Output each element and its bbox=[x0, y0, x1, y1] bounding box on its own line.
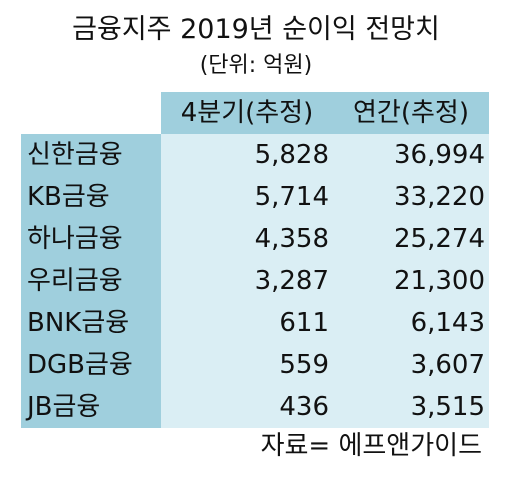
row-label: 하나금융 bbox=[21, 218, 161, 260]
table-header-row: 4분기(추정) 연간(추정) bbox=[21, 92, 489, 134]
row-label: 신한금융 bbox=[21, 134, 161, 176]
table-row: KB금융 5,714 33,220 bbox=[21, 176, 489, 218]
table-body: 신한금융 5,828 36,994 KB금융 5,714 33,220 하나금융 4,358 2… bbox=[21, 134, 489, 428]
annual-value: 25,274 bbox=[333, 218, 489, 260]
q4-value: 3,287 bbox=[161, 260, 333, 302]
table-row: 하나금융 4,358 25,274 bbox=[21, 218, 489, 260]
table-row: BNK금융 611 6,143 bbox=[21, 302, 489, 344]
q4-value: 611 bbox=[161, 302, 333, 344]
chart-title: 금융지주 2019년 순이익 전망치 bbox=[72, 14, 440, 45]
row-label: DGB금융 bbox=[21, 344, 161, 386]
data-table: 4분기(추정) 연간(추정) 신한금융 5,828 36,994 KB금융 5,714 3… bbox=[21, 92, 489, 428]
table-row: JB금융 436 3,515 bbox=[21, 386, 489, 428]
table-row: 신한금융 5,828 36,994 bbox=[21, 134, 489, 176]
table-row: DGB금융 559 3,607 bbox=[21, 344, 489, 386]
unit-label: (단위: 억원) bbox=[199, 53, 313, 78]
annual-value: 36,994 bbox=[333, 134, 489, 176]
q4-value: 4,358 bbox=[161, 218, 333, 260]
q4-value: 436 bbox=[161, 386, 333, 428]
annual-value: 3,607 bbox=[333, 344, 489, 386]
source-note: 자료= 에프앤가이드 bbox=[260, 431, 482, 461]
q4-value: 5,828 bbox=[161, 134, 333, 176]
table-row: 우리금융 3,287 21,300 bbox=[21, 260, 489, 302]
q4-value: 5,714 bbox=[161, 176, 333, 218]
header-annual: 연간(추정) bbox=[333, 92, 489, 134]
annual-value: 21,300 bbox=[333, 260, 489, 302]
q4-value: 559 bbox=[161, 344, 333, 386]
row-label: 우리금융 bbox=[21, 260, 161, 302]
header-corner bbox=[21, 92, 161, 134]
row-label: KB금융 bbox=[21, 176, 161, 218]
annual-value: 33,220 bbox=[333, 176, 489, 218]
header-q4: 4분기(추정) bbox=[161, 92, 333, 134]
annual-value: 6,143 bbox=[333, 302, 489, 344]
row-label: JB금융 bbox=[21, 386, 161, 428]
annual-value: 3,515 bbox=[333, 386, 489, 428]
row-label: BNK금융 bbox=[21, 302, 161, 344]
